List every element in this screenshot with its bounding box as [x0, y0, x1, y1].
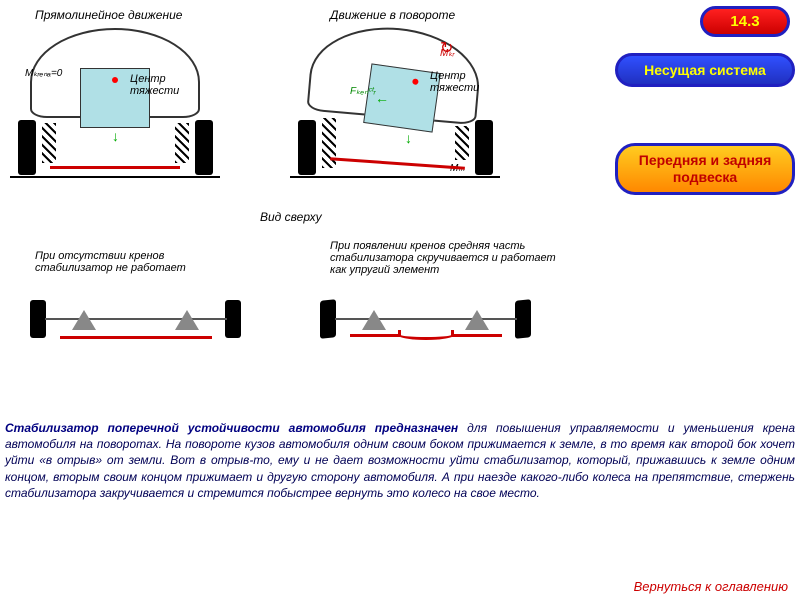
spring-cr: [455, 126, 469, 160]
right-panel: 14.3 Несущая система Передняя и задняя п…: [610, 0, 800, 205]
tv-bar-2c: [452, 334, 502, 337]
tv-bar-1: [60, 336, 212, 339]
tv-wheel-2: [225, 300, 241, 338]
label-cog-1: Центр тяжести: [130, 73, 200, 97]
tv-bar-2a: [350, 334, 400, 337]
body-text-lead: Стабилизатор поперечной устойчивости авт…: [5, 421, 458, 435]
spring-r: [175, 123, 189, 163]
center-of-gravity-dot: [112, 77, 118, 83]
tv-tri-l2: [362, 310, 386, 330]
car-straight: Центр тяжести Mₖᵣₑₙₐ=0 ↓: [30, 28, 200, 118]
wheel-fr: [195, 120, 213, 175]
ground-1: [10, 176, 220, 178]
tv-tri-l1: [72, 310, 96, 330]
tv-tri-r1: [175, 310, 199, 330]
wheel-cl: [298, 120, 316, 175]
body-text: Стабилизатор поперечной устойчивости авт…: [5, 420, 795, 501]
tv-tri-r2: [465, 310, 489, 330]
force-arrow-1: ↓: [112, 128, 119, 144]
force-arrow-2: ←: [375, 90, 389, 106]
tv-wheel-3: [320, 299, 336, 339]
wheel-fl: [18, 120, 36, 175]
back-to-toc-link[interactable]: Вернуться к оглавлению: [634, 579, 788, 594]
moment-arrow: ↻: [440, 38, 453, 58]
spring-l: [42, 123, 56, 163]
section-number-pill[interactable]: 14.3: [700, 6, 790, 37]
force-arrow-3: ↓: [405, 130, 412, 146]
wheel-cr: [475, 120, 493, 175]
label-cog-2: Центр тяжести: [430, 70, 480, 94]
group-pill[interactable]: Несущая система: [615, 53, 795, 87]
tv-wheel-1: [30, 300, 46, 338]
label-corner: Движение в повороте: [330, 8, 455, 22]
diagram-area: Прямолинейное движение Центр тяжести Mₖᵣ…: [0, 0, 605, 400]
label-bl: При отсутствии кренов стабилизатор не ра…: [35, 250, 235, 274]
center-of-gravity-dot-2: [412, 78, 419, 85]
tv-wheel-4: [515, 299, 531, 339]
label-fcentr: Fₖₑₙᶜᵗᵣ: [350, 86, 376, 97]
sway-bar-2: [330, 157, 465, 169]
label-topview: Вид сверху: [260, 210, 322, 224]
tv-bar-2b: [398, 330, 454, 340]
ground-2: [290, 176, 500, 178]
topic-pill[interactable]: Передняя и задняя подвеска: [615, 143, 795, 195]
label-br: При появлении кренов средняя часть стаби…: [330, 240, 560, 276]
label-straight: Прямолинейное движение: [35, 8, 182, 22]
label-mzero: Mₖᵣₑₙₐ=0: [25, 68, 62, 79]
car-corner: Центр тяжести Mₖᵣ Fₖₑₙᶜᵗᵣ Mₘ ↻ ← ↓: [310, 28, 480, 118]
sway-bar-1: [50, 166, 180, 169]
